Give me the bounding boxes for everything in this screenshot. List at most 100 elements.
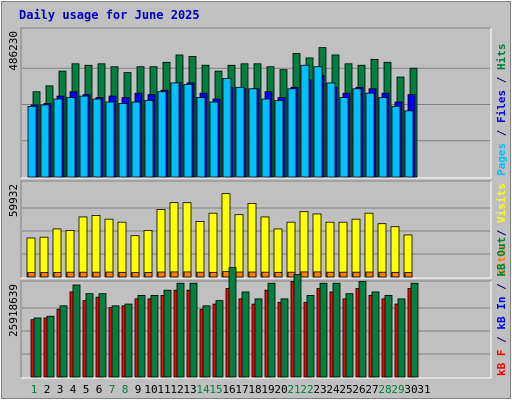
panel-visits-sites-bar-visits-day-6 <box>91 215 101 278</box>
panel-kb-in-out-ymax-label: 25918639 <box>7 284 20 337</box>
panel-visits-sites-bar-visits-day-22 <box>299 211 309 278</box>
x-tick-label-3: 3 <box>57 383 64 396</box>
panel-hits-files-pages-bar-pages-day-24 <box>326 82 336 178</box>
panel-hits-files-pages-bar-pages-day-12 <box>170 82 180 178</box>
panel-hits-files-pages-bar-pages-day-16 <box>222 78 232 178</box>
panel-kb-in-out-bar-kb-out-day-16 <box>228 267 237 378</box>
panel-kb-in-out-bar-kb-out-day-14 <box>202 305 211 378</box>
x-tick-label-28: 28 <box>378 383 391 396</box>
panel-hits-files-pages-bar-pages-day-15 <box>209 101 219 178</box>
panel-visits-sites-bar-visits-day-26 <box>351 218 361 278</box>
panel-hits-files-pages-bar-pages-day-1 <box>27 106 37 178</box>
x-tick-label-11: 11 <box>157 383 170 396</box>
panel-hits-files-pages-bar-pages-day-4 <box>66 97 76 178</box>
panel-kb-in-out-bar-kb-out-day-10 <box>150 294 159 378</box>
panel-visits-sites-bar-sites-day-12 <box>170 271 179 278</box>
panel-visits-sites-bar-sites-day-24 <box>326 271 335 278</box>
x-tick-label-29: 29 <box>391 383 404 396</box>
panel-kb-in-out-bar-kb-out-day-17 <box>241 291 250 378</box>
panel-kb-in-out-bar-kb-out-day-11 <box>163 289 172 378</box>
x-tick-label-27: 27 <box>365 383 378 396</box>
chart-title: Daily usage for June 2025 <box>19 8 200 22</box>
panel-visits-sites-bar-sites-day-4 <box>66 271 75 278</box>
panel-hits-files-pages-bar-pages-day-30 <box>404 110 414 178</box>
panel-visits-sites-bar-visits-day-21 <box>286 221 296 278</box>
panel-hits-files-pages-bevel-bottom <box>21 28 492 179</box>
panel-visits-sites-bar-visits-day-15 <box>208 212 218 278</box>
panel-visits-sites-bar-sites-day-29 <box>391 271 400 278</box>
x-tick-label-16: 16 <box>222 383 235 396</box>
panel-hits-files-pages-bar-pages-day-29 <box>391 106 401 178</box>
panel-visits-sites-bar-sites-day-6 <box>92 271 101 278</box>
panel-visits-sites-bar-sites-day-8 <box>118 271 127 278</box>
panel-kb-in-out-bar-kb-out-day-2 <box>46 315 55 378</box>
panel-hits-files-pages-bar-pages-day-17 <box>235 86 245 178</box>
x-tick-label-25: 25 <box>339 383 352 396</box>
panel-kb-in-out-bar-kb-out-day-24 <box>332 282 341 378</box>
x-tick-label-1: 1 <box>31 383 38 396</box>
panel-visits-sites-bevel-bottom <box>21 181 492 279</box>
panel-hits-files-pages-bar-pages-day-6 <box>92 98 102 178</box>
panel-kb-in-out-bar-kb-out-day-12 <box>176 282 185 378</box>
panel-visits-sites-bar-sites-day-1 <box>27 272 36 278</box>
panel-visits-sites-bar-visits-day-27 <box>364 212 374 278</box>
panel-hits-files-pages-bar-pages-day-26 <box>352 88 362 178</box>
panel-visits-sites-bar-sites-day-17 <box>235 271 244 278</box>
panel-visits-sites-bar-sites-day-26 <box>352 271 361 278</box>
panel-visits-sites-bar-visits-day-13 <box>182 202 192 278</box>
panel-kb-in-out-bar-kb-out-day-4 <box>72 284 81 378</box>
panel-visits-sites-bar-visits-day-3 <box>52 228 62 278</box>
panel-visits-sites-bar-sites-day-7 <box>105 271 114 278</box>
panel-visits-sites-bar-visits-day-8 <box>117 221 127 278</box>
panel-kb-in-out-bar-kb-out-day-7 <box>111 305 120 378</box>
panel-kb-in-out-bar-kb-out-day-26 <box>358 281 367 378</box>
panel-visits-sites-bevel-top <box>20 180 491 278</box>
x-tick-label-20: 20 <box>274 383 287 396</box>
panel-visits-sites-bar-visits-day-28 <box>377 223 387 278</box>
panel-visits-sites-bar-visits-day-30 <box>403 234 413 278</box>
x-tick-label-7: 7 <box>109 383 116 396</box>
panel-hits-files-pages-bar-pages-day-14 <box>196 97 206 178</box>
panel-hits-files-pages-legend-item-2: Files <box>495 90 508 123</box>
panel-visits-sites-bar-visits-day-24 <box>325 221 335 278</box>
panel-visits-sites-legend-item-2: Visits <box>495 183 508 223</box>
panel-kb-in-out-bar-kb-out-day-3 <box>59 305 68 378</box>
panel-kb-in-out-bevel-top <box>20 280 491 378</box>
x-tick-label-17: 17 <box>235 383 248 396</box>
panel-visits-sites-bar-visits-day-19 <box>260 216 270 278</box>
x-tick-label-9: 9 <box>135 383 142 396</box>
panel-visits-sites-legend-item-1: / <box>495 223 508 243</box>
panel-visits-sites-bar-sites-day-14 <box>196 271 205 278</box>
panel-kb-in-out-bar-kb-out-day-6 <box>98 293 107 378</box>
panel-kb-in-out-bar-kb-out-day-9 <box>137 294 146 378</box>
panel-kb-in-out-bar-kb-out-day-19 <box>267 282 276 378</box>
panel-visits-sites-bar-visits-day-10 <box>143 230 153 278</box>
x-tick-label-26: 26 <box>352 383 365 396</box>
panel-hits-files-pages-bevel-top <box>20 27 491 178</box>
panel-kb-in-out-legend-item-0: kB F <box>495 350 508 377</box>
panel-visits-sites-legend: Sites / Visits <box>495 183 508 276</box>
x-tick-label-15: 15 <box>209 383 222 396</box>
panel-hits-files-pages-legend-item-4: Hits <box>495 44 508 71</box>
panel-hits-files-pages-bar-pages-day-10 <box>144 100 154 178</box>
x-tick-label-4: 4 <box>70 383 77 396</box>
panel-hits-files-pages-bar-pages-day-2 <box>40 104 50 178</box>
panel-hits-files-pages-legend-item-1: / <box>495 123 508 143</box>
panel-hits-files-pages-bar-pages-day-9 <box>131 101 141 178</box>
x-tick-label-13: 13 <box>183 383 196 396</box>
x-tick-label-30: 30 <box>404 383 417 396</box>
panel-hits-files-pages-bar-pages-day-3 <box>53 98 63 178</box>
x-tick-label-8: 8 <box>122 383 129 396</box>
panel-hits-files-pages-bar-pages-day-28 <box>378 97 388 178</box>
panel-visits-sites-bar-sites-day-27 <box>365 271 374 278</box>
x-tick-label-23: 23 <box>313 383 326 396</box>
x-tick-label-31: 31 <box>417 383 430 396</box>
panel-visits-sites-bar-sites-day-11 <box>157 271 166 278</box>
panel-visits-sites-bar-visits-day-20 <box>273 228 283 278</box>
x-tick-label-5: 5 <box>83 383 90 396</box>
panel-kb-in-out-bar-kb-out-day-8 <box>124 303 133 378</box>
panel-kb-in-out-legend: kB F / kB In / kB Out <box>495 237 508 376</box>
panel-visits-sites-bar-sites-day-15 <box>209 271 218 278</box>
